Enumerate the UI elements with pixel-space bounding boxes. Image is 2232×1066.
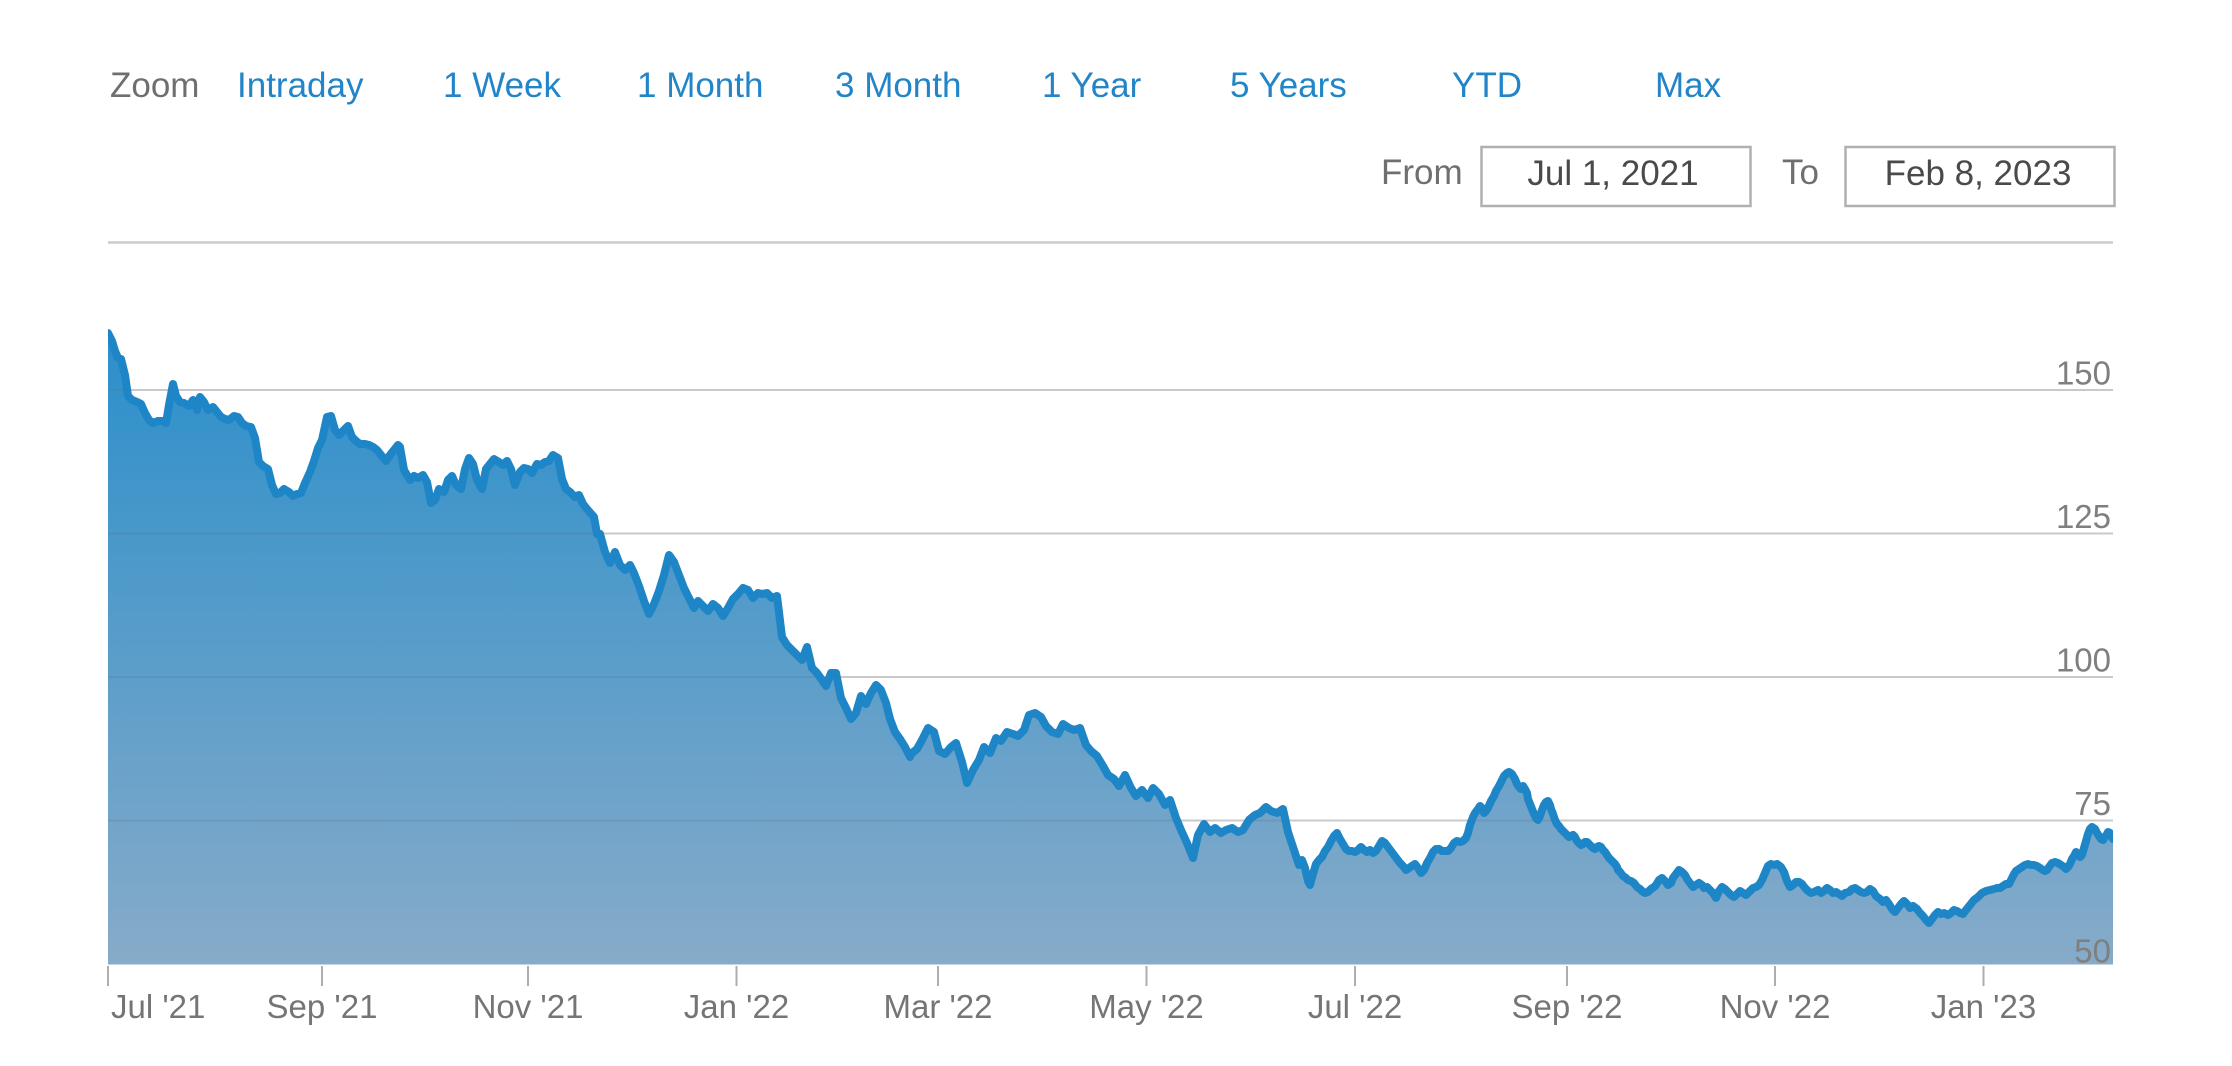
svg-text:150: 150 xyxy=(2056,355,2111,392)
svg-text:May '22: May '22 xyxy=(1089,988,1204,1025)
svg-text:From: From xyxy=(1381,153,1463,192)
svg-text:Mar '22: Mar '22 xyxy=(883,988,992,1025)
svg-text:100: 100 xyxy=(2056,642,2111,679)
svg-text:Sep '21: Sep '21 xyxy=(267,988,378,1025)
svg-text:Nov '22: Nov '22 xyxy=(1720,988,1831,1025)
svg-text:3 Month: 3 Month xyxy=(835,66,961,105)
svg-text:Jul 1, 2021: Jul 1, 2021 xyxy=(1527,154,1698,193)
svg-text:Intraday: Intraday xyxy=(237,66,364,105)
svg-text:Jul '22: Jul '22 xyxy=(1308,988,1402,1025)
svg-text:1 Week: 1 Week xyxy=(443,66,562,105)
svg-text:75: 75 xyxy=(2074,785,2111,822)
svg-text:Feb 8, 2023: Feb 8, 2023 xyxy=(1885,154,2072,193)
svg-text:Jan '22: Jan '22 xyxy=(684,988,789,1025)
svg-text:1 Month: 1 Month xyxy=(637,66,763,105)
svg-text:Jan '23: Jan '23 xyxy=(1931,988,2036,1025)
svg-text:1 Year: 1 Year xyxy=(1042,66,1142,105)
svg-text:50: 50 xyxy=(2074,933,2111,970)
svg-text:To: To xyxy=(1782,153,1819,192)
svg-text:Zoom: Zoom xyxy=(110,66,199,105)
svg-text:Jul '21: Jul '21 xyxy=(111,988,205,1025)
svg-text:Sep '22: Sep '22 xyxy=(1512,988,1623,1025)
svg-text:YTD: YTD xyxy=(1452,66,1522,105)
svg-text:Max: Max xyxy=(1655,66,1722,105)
svg-text:Nov '21: Nov '21 xyxy=(473,988,584,1025)
svg-text:5 Years: 5 Years xyxy=(1230,66,1347,105)
svg-text:125: 125 xyxy=(2056,498,2111,535)
